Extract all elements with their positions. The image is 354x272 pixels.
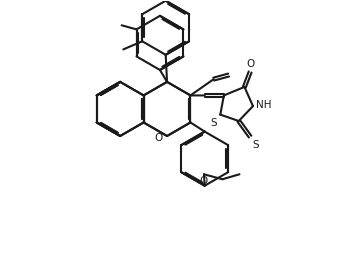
Text: NH: NH: [256, 100, 272, 110]
Text: S: S: [210, 118, 217, 128]
Text: O: O: [246, 59, 255, 69]
Text: O: O: [154, 133, 162, 143]
Text: O: O: [199, 177, 207, 186]
Text: S: S: [252, 140, 259, 150]
